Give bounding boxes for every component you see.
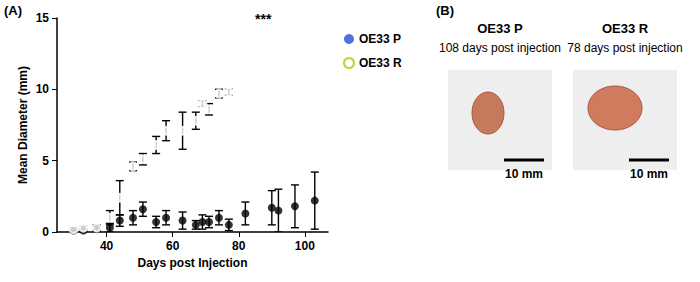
- svg-text:***: ***: [255, 11, 272, 27]
- svg-text:0: 0: [42, 225, 49, 239]
- svg-text:Mean Diameter (mm): Mean Diameter (mm): [16, 66, 30, 184]
- svg-text:5: 5: [42, 154, 49, 168]
- svg-text:10 mm: 10 mm: [630, 167, 668, 181]
- svg-text:10: 10: [36, 82, 50, 96]
- svg-text:100: 100: [295, 239, 315, 253]
- svg-text:15: 15: [36, 11, 50, 25]
- svg-text:(B): (B): [436, 3, 454, 18]
- svg-text:40: 40: [100, 239, 114, 253]
- svg-text:OE33 P: OE33 P: [359, 32, 401, 46]
- svg-text:78 days post injection: 78 days post injection: [567, 41, 682, 55]
- svg-text:OE33 R: OE33 R: [359, 56, 402, 70]
- svg-text:OE33 P: OE33 P: [477, 21, 523, 36]
- svg-text:108 days post injection: 108 days post injection: [439, 41, 561, 55]
- svg-text:Days post Injection: Days post Injection: [137, 256, 247, 270]
- svg-text:60: 60: [166, 239, 180, 253]
- svg-text:80: 80: [232, 239, 246, 253]
- svg-text:OE33 R: OE33 R: [602, 21, 649, 36]
- svg-text:10 mm: 10 mm: [505, 167, 543, 181]
- svg-text:(A): (A): [4, 3, 22, 18]
